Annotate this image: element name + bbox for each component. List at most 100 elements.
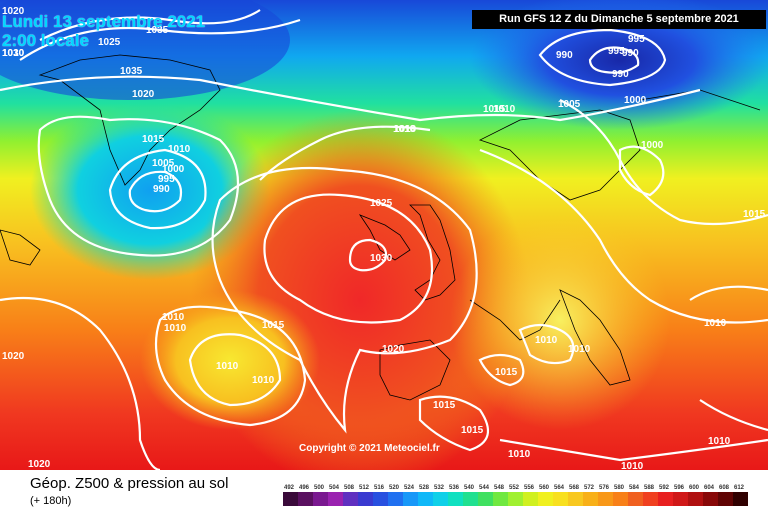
scale-tick-label: 524 [404, 485, 415, 491]
scale-color-swatch [598, 492, 613, 506]
scale-color-swatch [553, 492, 568, 506]
isobar-label: 1015 [495, 367, 518, 378]
isobar-label: 1020 [132, 89, 155, 100]
isobar-label: 1015 [433, 400, 456, 411]
scale-color-swatch [718, 492, 733, 506]
scale-color-swatch [673, 492, 688, 506]
scale-color-swatch [358, 492, 373, 506]
isobar-label: 1020 [2, 6, 25, 17]
scale-color-swatch [538, 492, 553, 506]
scale-tick-label: 576 [599, 485, 610, 491]
scale-color-swatch [373, 492, 388, 506]
isobar-labels: 1020 1025 1035 1030 1035 1020 1010 1015 … [2, 6, 766, 470]
isobar-label: 1015 [262, 320, 285, 331]
color-scale: 492 496 500 504 508 512 516 520 524 528 532 536 540 5… [283, 485, 748, 506]
isobar-label: 1020 [28, 459, 51, 470]
scale-color-swatch [283, 492, 298, 506]
scale-color-swatch [343, 492, 358, 506]
valid-datetime: Lundi 13 septembre 2021 2:00 locale [2, 12, 205, 50]
isobar-label: 1010 [168, 144, 191, 155]
scale-color-swatch [388, 492, 403, 506]
copyright-text: Copyright © 2021 Meteociel.fr [299, 443, 440, 454]
coastlines [0, 54, 761, 401]
scale-color-swatch [733, 492, 748, 506]
scale-tick-label: 520 [389, 485, 400, 491]
scale-color-swatch [688, 492, 703, 506]
scale-tick-label: 528 [419, 485, 430, 491]
scale-color-swatch [628, 492, 643, 506]
geopotential-field: 1020 1025 1035 1030 1035 1020 1010 1015 … [0, 0, 768, 470]
isobars [0, 9, 768, 470]
scale-color-swatch [313, 492, 328, 506]
scale-tick-label: 564 [554, 485, 565, 491]
isobar-label: 1025 [98, 37, 121, 48]
scale-tick-label: 548 [494, 485, 505, 491]
isobar-label: 1010 [493, 104, 516, 115]
scale-tick-label: 536 [449, 485, 460, 491]
isobar-label: 1015 [142, 134, 165, 145]
isobar-label: 1010 [394, 124, 417, 135]
isobar-label: 1010 [708, 436, 731, 447]
isobar-label: 1000 [162, 164, 185, 175]
isobar-label: 1035 [146, 25, 169, 36]
scale-color-swatch [643, 492, 658, 506]
isobar-label: 1010 [162, 312, 185, 323]
isobar-label: 1020 [2, 351, 25, 362]
scale-tick-label: 540 [464, 485, 475, 491]
isobar-label: 1010 [704, 318, 727, 329]
isobar-label: 1030 [370, 253, 393, 264]
scale-color-swatch [493, 492, 508, 506]
scale-color-swatch [478, 492, 493, 506]
isobar-label: 990 [612, 69, 629, 80]
isobar-label: 1000 [641, 140, 664, 151]
isobar-label: 995 [158, 174, 175, 185]
isobar-label: 1000 [624, 95, 647, 106]
scale-tick-label: 612 [734, 485, 745, 491]
scale-color-swatch [403, 492, 418, 506]
isobar-label: 1020 [382, 344, 405, 355]
isobar-label: 1015 [461, 425, 484, 436]
scale-tick-label: 568 [569, 485, 580, 491]
scale-color-swatch [328, 492, 343, 506]
scale-tick-label: 600 [689, 485, 700, 491]
scale-color-swatch [568, 492, 583, 506]
isobar-label: 1010 [621, 461, 644, 470]
scale-tick-label: 584 [629, 485, 640, 491]
legend-footer: Géop. Z500 & pression au sol (+ 180h) 49… [0, 470, 768, 512]
isobar-label: 1025 [370, 198, 393, 209]
scale-color-swatch [418, 492, 433, 506]
scale-color-swatch [448, 492, 463, 506]
isobar-label: 1005 [558, 99, 581, 110]
isobar-label: 1035 [120, 66, 143, 77]
scale-tick-label: 560 [539, 485, 550, 491]
scale-tick-label: 512 [359, 485, 370, 491]
scale-tick-label: 552 [509, 485, 520, 491]
scale-tick-label: 588 [644, 485, 655, 491]
isobar-label: 1010 [164, 323, 187, 334]
scale-tick-label: 516 [374, 485, 385, 491]
isobar-label: 990 [622, 48, 639, 59]
isobar-label: 990 [153, 184, 170, 195]
scale-tick-label: 544 [479, 485, 490, 491]
scale-tick-label: 500 [314, 485, 325, 491]
isobar-label: 1010 [535, 335, 558, 346]
isobar-label: 1010 [568, 344, 591, 355]
isobar-label: 1005 [152, 158, 175, 169]
run-info-banner: Run GFS 12 Z du Dimanche 5 septembre 202… [472, 10, 766, 29]
valid-date: Lundi 13 septembre 2021 [2, 12, 206, 31]
weather-map: 1020 1025 1035 1030 1035 1020 1010 1015 … [0, 0, 768, 470]
scale-tick-label: 504 [329, 485, 340, 491]
isobar-label: 1015 [743, 209, 766, 220]
scale-tick-label: 556 [524, 485, 535, 491]
scale-color-swatch [298, 492, 313, 506]
isobar-label: 1010 [393, 124, 416, 135]
scale-tick-label: 604 [704, 485, 715, 491]
scale-color-swatch [613, 492, 628, 506]
scale-color-swatch [463, 492, 478, 506]
isobar-label: 990 [556, 50, 573, 61]
scale-tick-label: 532 [434, 485, 445, 491]
forecast-range: (+ 180h) [30, 495, 72, 507]
scale-tick-label: 492 [284, 485, 295, 491]
scale-color-swatch [433, 492, 448, 506]
isobar-label: 1030 [2, 48, 25, 59]
